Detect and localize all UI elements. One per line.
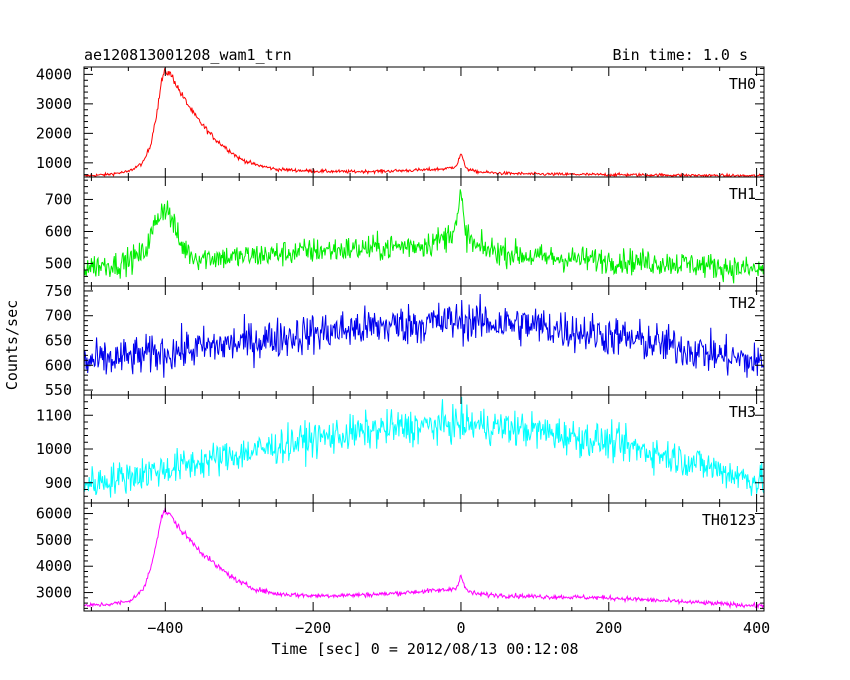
- panel-th0123: 3000 4000 5000 6000 TH0123: [36, 502, 765, 612]
- panel-label-th0123: TH0123: [702, 511, 756, 529]
- y-tick-label-th1: 500: [45, 255, 72, 273]
- y-tick-label-th0123: 5000: [36, 531, 72, 549]
- panel-label-th0: TH0: [729, 75, 756, 93]
- panel-frame-th3: [83, 394, 765, 504]
- y-tick-label-th0: 1000: [36, 154, 72, 172]
- y-tick-label-th0: 3000: [36, 95, 72, 113]
- y-tick-label-th1: 600: [45, 223, 72, 241]
- y-tick-label-th0: 2000: [36, 124, 72, 142]
- x-axis-label: Time [sec] 0 = 2012/08/13 00:12:08: [271, 640, 578, 658]
- panel-frame-th0123: [83, 502, 765, 612]
- y-tick-label-th3: 1000: [36, 440, 72, 458]
- bin-time-label: Bin time: 1.0 s: [613, 46, 748, 64]
- x-tick-label: −200: [295, 619, 331, 637]
- y-tick-label-th0123: 6000: [36, 505, 72, 523]
- y-tick-label-th2: 650: [45, 332, 72, 350]
- panel-label-th2: TH2: [729, 294, 756, 312]
- panel-label-th3: TH3: [729, 403, 756, 421]
- y-tick-label-th2: 600: [45, 356, 72, 374]
- chart-title: ae120813001208_wam1_trn: [84, 46, 292, 64]
- y-tick-label-th2: 550: [45, 381, 72, 399]
- series-line-th0123: [84, 507, 764, 610]
- panel-label-th1: TH1: [729, 185, 756, 203]
- y-tick-label-th2: 750: [45, 282, 72, 300]
- y-tick-label-th0123: 3000: [36, 584, 72, 602]
- x-tick-label: 200: [595, 619, 622, 637]
- x-tick-label: 400: [743, 619, 770, 637]
- series-line-th3: [84, 396, 764, 498]
- y-tick-label-th0: 4000: [36, 65, 72, 83]
- panel-th3: 900 1000 1100 TH3: [36, 394, 765, 504]
- y-tick-label-th3: 900: [45, 474, 72, 492]
- panel-th2: 550 600 650 700 750 TH2: [45, 282, 765, 399]
- panel-th0: 1000 2000 3000 4000 TH0: [36, 65, 765, 178]
- series-line-th1: [84, 189, 764, 284]
- y-tick-label-th3: 1100: [36, 406, 72, 424]
- y-tick-label-th2: 700: [45, 307, 72, 325]
- series-line-th0: [84, 67, 764, 177]
- y-tick-label-th0123: 4000: [36, 557, 72, 575]
- x-tick-label: 0: [456, 619, 465, 637]
- panel-th1: 500 600 700 TH1: [45, 176, 765, 287]
- y-tick-label-th1: 700: [45, 190, 72, 208]
- panel-frame-th0: [83, 66, 765, 178]
- series-line-th2: [84, 293, 764, 378]
- y-axis-label: Counts/sec: [3, 300, 21, 390]
- x-tick-label: −400: [147, 619, 183, 637]
